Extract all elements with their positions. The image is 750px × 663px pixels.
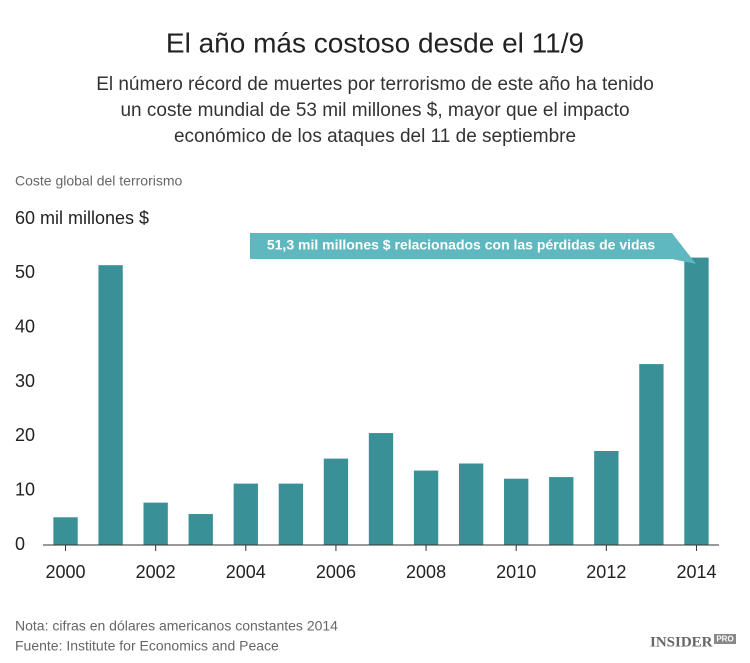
- bar: [278, 483, 304, 545]
- bar: [504, 478, 529, 545]
- bar: [53, 517, 78, 545]
- y-axis-label: Coste global del terrorismo: [15, 173, 183, 189]
- logo: INSIDER: [650, 634, 713, 650]
- bar: [549, 477, 574, 545]
- y-tick-label: 10: [15, 479, 35, 499]
- logo-badge: PRO: [716, 635, 733, 644]
- x-tick-label: 2014: [676, 562, 716, 582]
- bar: [594, 451, 619, 545]
- bar: [639, 364, 664, 545]
- bar: [413, 470, 439, 545]
- x-tick-label: 2004: [226, 562, 266, 582]
- bar: [98, 265, 123, 545]
- y-tick-label: 20: [15, 425, 35, 445]
- logo-badge-bg: [714, 634, 736, 644]
- subtitle: El número récord de muertes por terroris…: [96, 74, 654, 95]
- bar: [323, 458, 349, 545]
- plot: 0 10 20 30 40 50 60 mil millones $ 2000 2002 2004…: [15, 208, 719, 582]
- x-tick-label: 2002: [136, 562, 176, 582]
- x-tick-label: 2012: [586, 562, 626, 582]
- chart-title: El año más costoso desde el 11/9: [166, 27, 584, 58]
- y-tick-label: 30: [15, 371, 35, 391]
- annotation-arrow: [672, 233, 696, 264]
- x-tick-label: 2000: [46, 562, 86, 582]
- x-tick-label: 2008: [406, 562, 446, 582]
- note: Nota: cifras en dólares americanos const…: [15, 618, 338, 634]
- x-tick-label: 2006: [316, 562, 356, 582]
- y-tick-label: 60 mil millones $: [15, 208, 149, 228]
- y-tick-label: 40: [15, 316, 35, 336]
- bar: [458, 463, 484, 545]
- bar: [188, 514, 213, 545]
- bar: [368, 433, 394, 545]
- subtitle: un coste mundial de 53 mil millones $, m…: [120, 100, 629, 121]
- bar: [684, 257, 709, 545]
- annotation-box: [250, 233, 672, 259]
- source: Fuente: Institute for Economics and Peac…: [15, 638, 279, 654]
- x-tick-label: 2010: [496, 562, 536, 582]
- annotation-text: 51,3 mil millones $ relacionados con las…: [267, 237, 655, 253]
- subtitle: económico de los ataques del 11 de septi…: [174, 126, 576, 147]
- y-tick-label: 0: [15, 534, 25, 554]
- bar: [233, 483, 258, 545]
- y-tick-label: 50: [15, 262, 35, 282]
- annotation: 51,3 mil millones $ relacionados con las…: [250, 233, 696, 264]
- bar: [143, 502, 168, 545]
